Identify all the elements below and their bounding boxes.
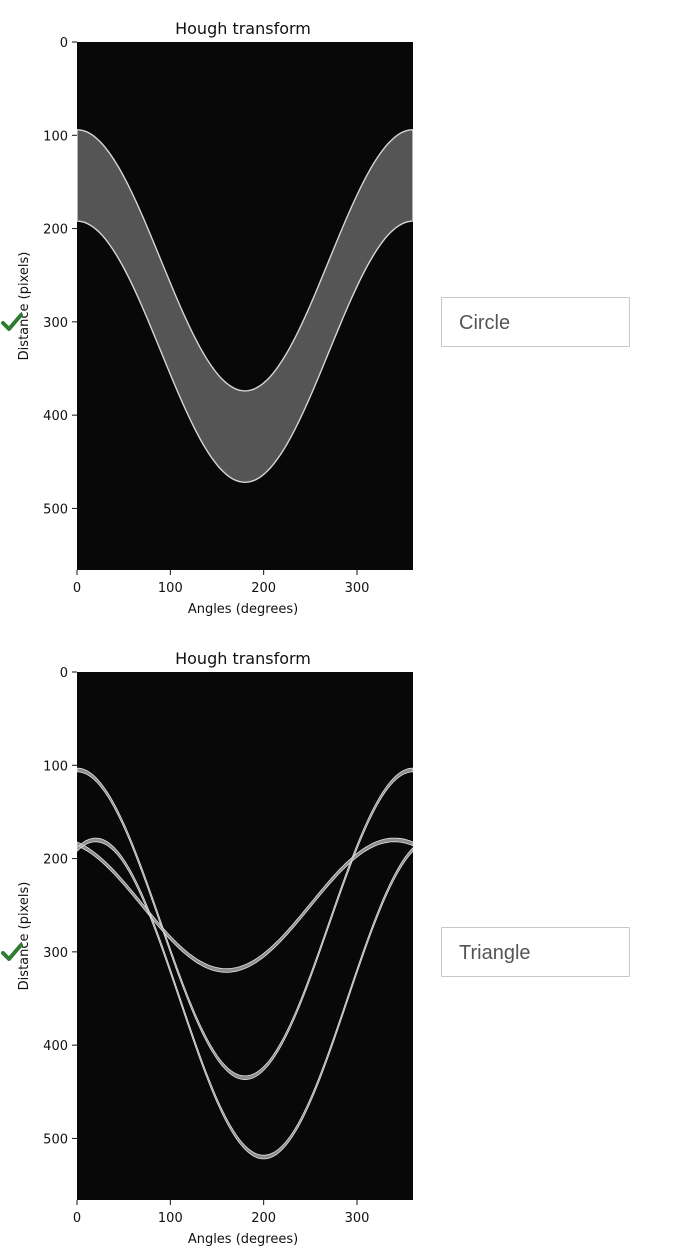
y-tick-label: 300 bbox=[43, 316, 68, 331]
x-tick-label: 100 bbox=[158, 581, 183, 596]
x-tick-label: 300 bbox=[345, 581, 370, 596]
y-tick-label: 400 bbox=[43, 1039, 68, 1054]
y-axis-label: Distance (pixels) bbox=[17, 882, 32, 991]
panel-circle: Hough transform 0 100 200 300 400 500 0 100 200… bbox=[1, 19, 630, 617]
x-tick-label: 300 bbox=[345, 1211, 370, 1226]
heatmap-marks bbox=[77, 128, 413, 484]
y-tick-label: 0 bbox=[60, 36, 68, 51]
x-tick-label: 0 bbox=[73, 581, 81, 596]
y-tick-label: 200 bbox=[43, 853, 68, 868]
chart-title: Hough transform bbox=[175, 649, 311, 668]
check-icon bbox=[1, 313, 23, 331]
y-tick-label: 100 bbox=[43, 129, 68, 144]
answer-field[interactable]: Triangle bbox=[441, 927, 630, 977]
sinusoid-band bbox=[77, 128, 413, 484]
y-tick-label: 0 bbox=[60, 666, 68, 681]
plot-area bbox=[77, 672, 413, 1200]
y-ticks: 0 100 200 300 400 500 bbox=[43, 666, 77, 1147]
y-tick-label: 500 bbox=[43, 502, 68, 517]
x-ticks: 0 100 200 300 bbox=[73, 1200, 370, 1226]
panel-triangle: Hough transform 0 100 200 300 400 500 0 100 200… bbox=[0, 630, 675, 1260]
y-axis-label: Distance (pixels) bbox=[17, 252, 32, 361]
y-tick-label: 100 bbox=[43, 759, 68, 774]
x-axis-label: Angles (degrees) bbox=[188, 1232, 298, 1247]
y-ticks: 0 100 200 300 400 500 bbox=[43, 36, 77, 517]
x-tick-label: 200 bbox=[251, 581, 276, 596]
sinusoid-band bbox=[77, 837, 413, 973]
y-tick-label: 300 bbox=[43, 946, 68, 961]
sinusoid-band bbox=[77, 767, 413, 1081]
x-tick-label: 0 bbox=[73, 1211, 81, 1226]
heatmap-marks bbox=[77, 767, 413, 1160]
sinusoid-band bbox=[77, 837, 413, 1160]
x-ticks: 0 100 200 300 bbox=[73, 570, 370, 596]
hough-chart-triangle: Hough transform 0 100 200 300 400 500 0 100 200… bbox=[17, 649, 413, 1247]
plot-area bbox=[77, 42, 413, 570]
answer-field[interactable]: Circle bbox=[441, 297, 630, 347]
chart-title: Hough transform bbox=[175, 19, 311, 38]
y-tick-label: 400 bbox=[43, 409, 68, 424]
x-tick-label: 200 bbox=[251, 1211, 276, 1226]
hough-chart-circle: Hough transform 0 100 200 300 400 500 0 100 200… bbox=[17, 19, 413, 617]
y-tick-label: 200 bbox=[43, 223, 68, 238]
x-tick-label: 100 bbox=[158, 1211, 183, 1226]
y-tick-label: 500 bbox=[43, 1132, 68, 1147]
check-icon bbox=[1, 943, 23, 961]
x-axis-label: Angles (degrees) bbox=[188, 602, 298, 617]
